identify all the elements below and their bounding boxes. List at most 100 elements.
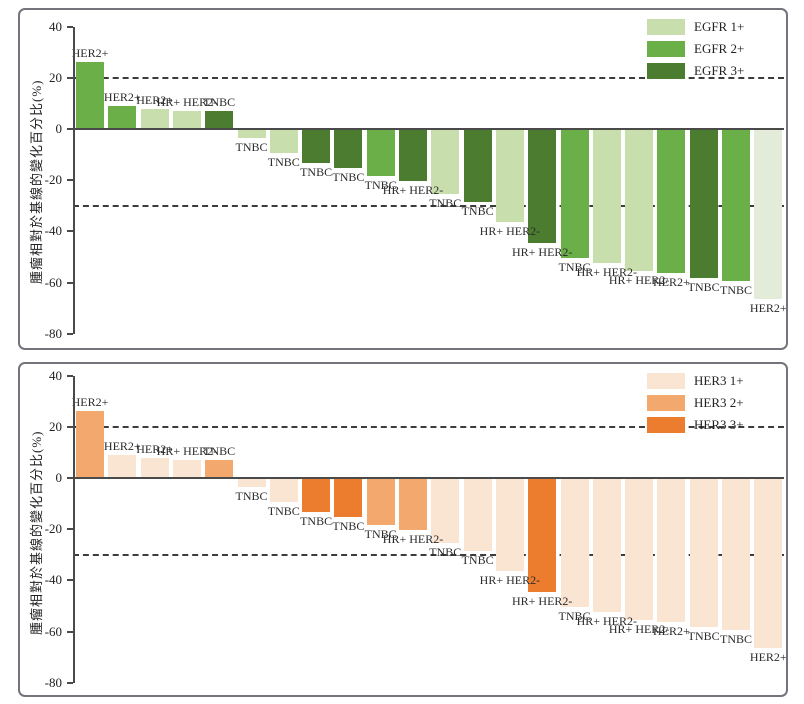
y-tick-label: 40 [49, 367, 62, 383]
her3-waterfall-panel: 40 20 0 -20 -40 -60 -80 HER2+ HER2+ HER2+ HR+ HER2… [18, 362, 788, 697]
bar-subtype-label: HER2+ [103, 438, 141, 453]
y-tick [67, 528, 73, 531]
y-tick [67, 76, 73, 79]
bar-subtype-label: HR+ HER2- [156, 444, 218, 459]
waterfall-bar [108, 454, 137, 478]
bar-subtype-label: TNBC [364, 178, 397, 193]
waterfall-bar [237, 130, 266, 138]
y-tick-label: 20 [49, 69, 62, 85]
bar-subtype-label: TNBC [203, 444, 236, 459]
waterfall-bar [302, 479, 331, 513]
bar-subtype-label: TNBC [429, 196, 462, 210]
waterfall-bar [754, 130, 783, 299]
legend-swatch [647, 373, 685, 389]
y-tick-label: -80 [44, 325, 62, 341]
legend-swatch [647, 19, 685, 35]
bar-subtype-label: TNBC [687, 280, 720, 295]
legend-swatch [647, 417, 685, 433]
waterfall-bar [754, 479, 783, 648]
reference-line [73, 204, 784, 207]
waterfall-bar [140, 108, 169, 129]
bar-subtype-label: HER2+ [653, 624, 690, 639]
bar-subtype-label: HR+ HER2- [608, 621, 670, 636]
bar-subtype-label: TNBC [461, 203, 494, 218]
waterfall-bar [722, 130, 750, 282]
y-tick [67, 179, 73, 182]
legend-swatch [647, 41, 685, 57]
bar-subtype-label: HER2+ [136, 441, 173, 456]
waterfall-bar [76, 62, 104, 129]
waterfall-bar [560, 130, 589, 258]
bar-subtype-label: HR+ HER2- [608, 272, 670, 287]
waterfall-bar [689, 479, 718, 628]
legend-swatch [647, 63, 685, 79]
waterfall-bar [431, 130, 460, 194]
y-tick [67, 579, 73, 582]
y-tick-label: 20 [49, 418, 62, 434]
waterfall-bar [76, 411, 104, 478]
waterfall-bar [334, 130, 363, 169]
legend-label: EGFR 3+ [694, 63, 745, 78]
bar-subtype-label: HR+ HER2- [382, 532, 444, 547]
legend-item: HER3 2+ [647, 395, 777, 411]
y-tick [67, 25, 73, 28]
bar-subtype-label: HER2+ [71, 395, 109, 410]
bar-subtype-label: HER2+ [103, 89, 141, 104]
bar-subtype-label: TNBC [235, 139, 268, 154]
waterfall-bar [722, 479, 750, 631]
waterfall-bar [205, 111, 234, 129]
y-tick [67, 425, 73, 428]
waterfall-bar [237, 479, 266, 487]
waterfall-bar [463, 130, 492, 202]
legend: HER3 1+ HER3 2+ HER3 3+ [647, 373, 777, 435]
legend-item: HER3 3+ [647, 417, 777, 433]
waterfall-bar [528, 479, 557, 592]
waterfall-bar [528, 130, 557, 243]
y-tick-label: -20 [44, 521, 62, 537]
bar-subtype-label: HR+ HER2- [382, 183, 444, 198]
legend-item: EGFR 3+ [647, 63, 777, 79]
bar-subtype-label: HR+ HER2- [511, 244, 573, 259]
legend-item: EGFR 1+ [647, 19, 777, 35]
legend: EGFR 1+ EGFR 2+ EGFR 3+ [647, 19, 777, 81]
y-tick [67, 374, 73, 377]
waterfall-bar [366, 479, 395, 526]
y-tick-label: 0 [55, 470, 63, 485]
bar-subtype-label: TNBC [719, 283, 752, 298]
reference-line [73, 76, 784, 79]
y-tick-label: -60 [44, 623, 62, 639]
bar-subtype-label: TNBC [300, 165, 333, 180]
waterfall-bar [689, 130, 718, 279]
y-tick [67, 230, 73, 233]
waterfall-bar [592, 479, 621, 613]
waterfall-bar [399, 130, 427, 182]
waterfall-bar [334, 479, 363, 518]
bar-subtype-label: HR+ HER2- [576, 265, 638, 280]
bar-subtype-label: TNBC [687, 629, 720, 644]
waterfall-bar [140, 457, 169, 478]
legend-item: HER3 1+ [647, 373, 777, 389]
y-tick [67, 681, 73, 684]
legend-label: HER3 3+ [694, 417, 744, 432]
waterfall-bar [269, 479, 298, 503]
waterfall-bar [399, 479, 427, 531]
bar-subtype-label: TNBC [267, 155, 300, 170]
waterfall-bar [560, 479, 589, 607]
bar-subtype-label: HR+ HER2- [576, 614, 638, 629]
bar-subtype-label: TNBC [332, 519, 365, 534]
bar-subtype-label: HR+ HER2- [511, 593, 573, 608]
bar-subtype-label: TNBC [235, 488, 268, 503]
bar-subtype-label: HER2+ [749, 649, 787, 664]
waterfall-bar [657, 479, 686, 623]
waterfall-bar [495, 130, 524, 223]
waterfall-bar [172, 460, 201, 478]
y-tick-label: -40 [44, 572, 62, 588]
y-tick-label: -40 [44, 223, 62, 239]
y-tick [67, 630, 73, 633]
bar-subtype-label: TNBC [719, 632, 752, 647]
waterfall-bar [172, 111, 201, 129]
zero-baseline [73, 477, 784, 479]
y-tick-label: -60 [44, 274, 62, 290]
bar-subtype-label: HR+ HER2- [479, 224, 541, 239]
bar-subtype-label: TNBC [461, 552, 494, 567]
